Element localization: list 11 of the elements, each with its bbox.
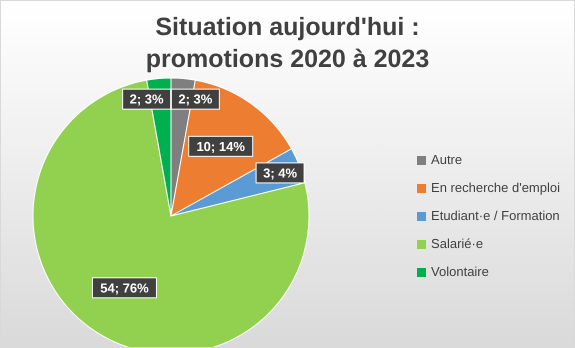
slice-label: Salarié·e (431, 235, 484, 253)
legend-label: En recherche d'emploi (431, 179, 560, 197)
chart-title: Situation aujourd'hui : promotions 2020 à 2023 (144, 12, 430, 75)
legend-label: Autre (431, 151, 462, 169)
data-label: 3; 4% (263, 165, 298, 180)
data-label: 2; 3% (178, 92, 213, 107)
legend-label: Etudiant·e / Formation (431, 207, 560, 225)
data-label: 10; 14% (196, 138, 246, 154)
legend-label: Volontaire (431, 263, 489, 281)
data-label: 2; 3% (130, 92, 164, 107)
data-label: 54; 76% (100, 280, 150, 296)
